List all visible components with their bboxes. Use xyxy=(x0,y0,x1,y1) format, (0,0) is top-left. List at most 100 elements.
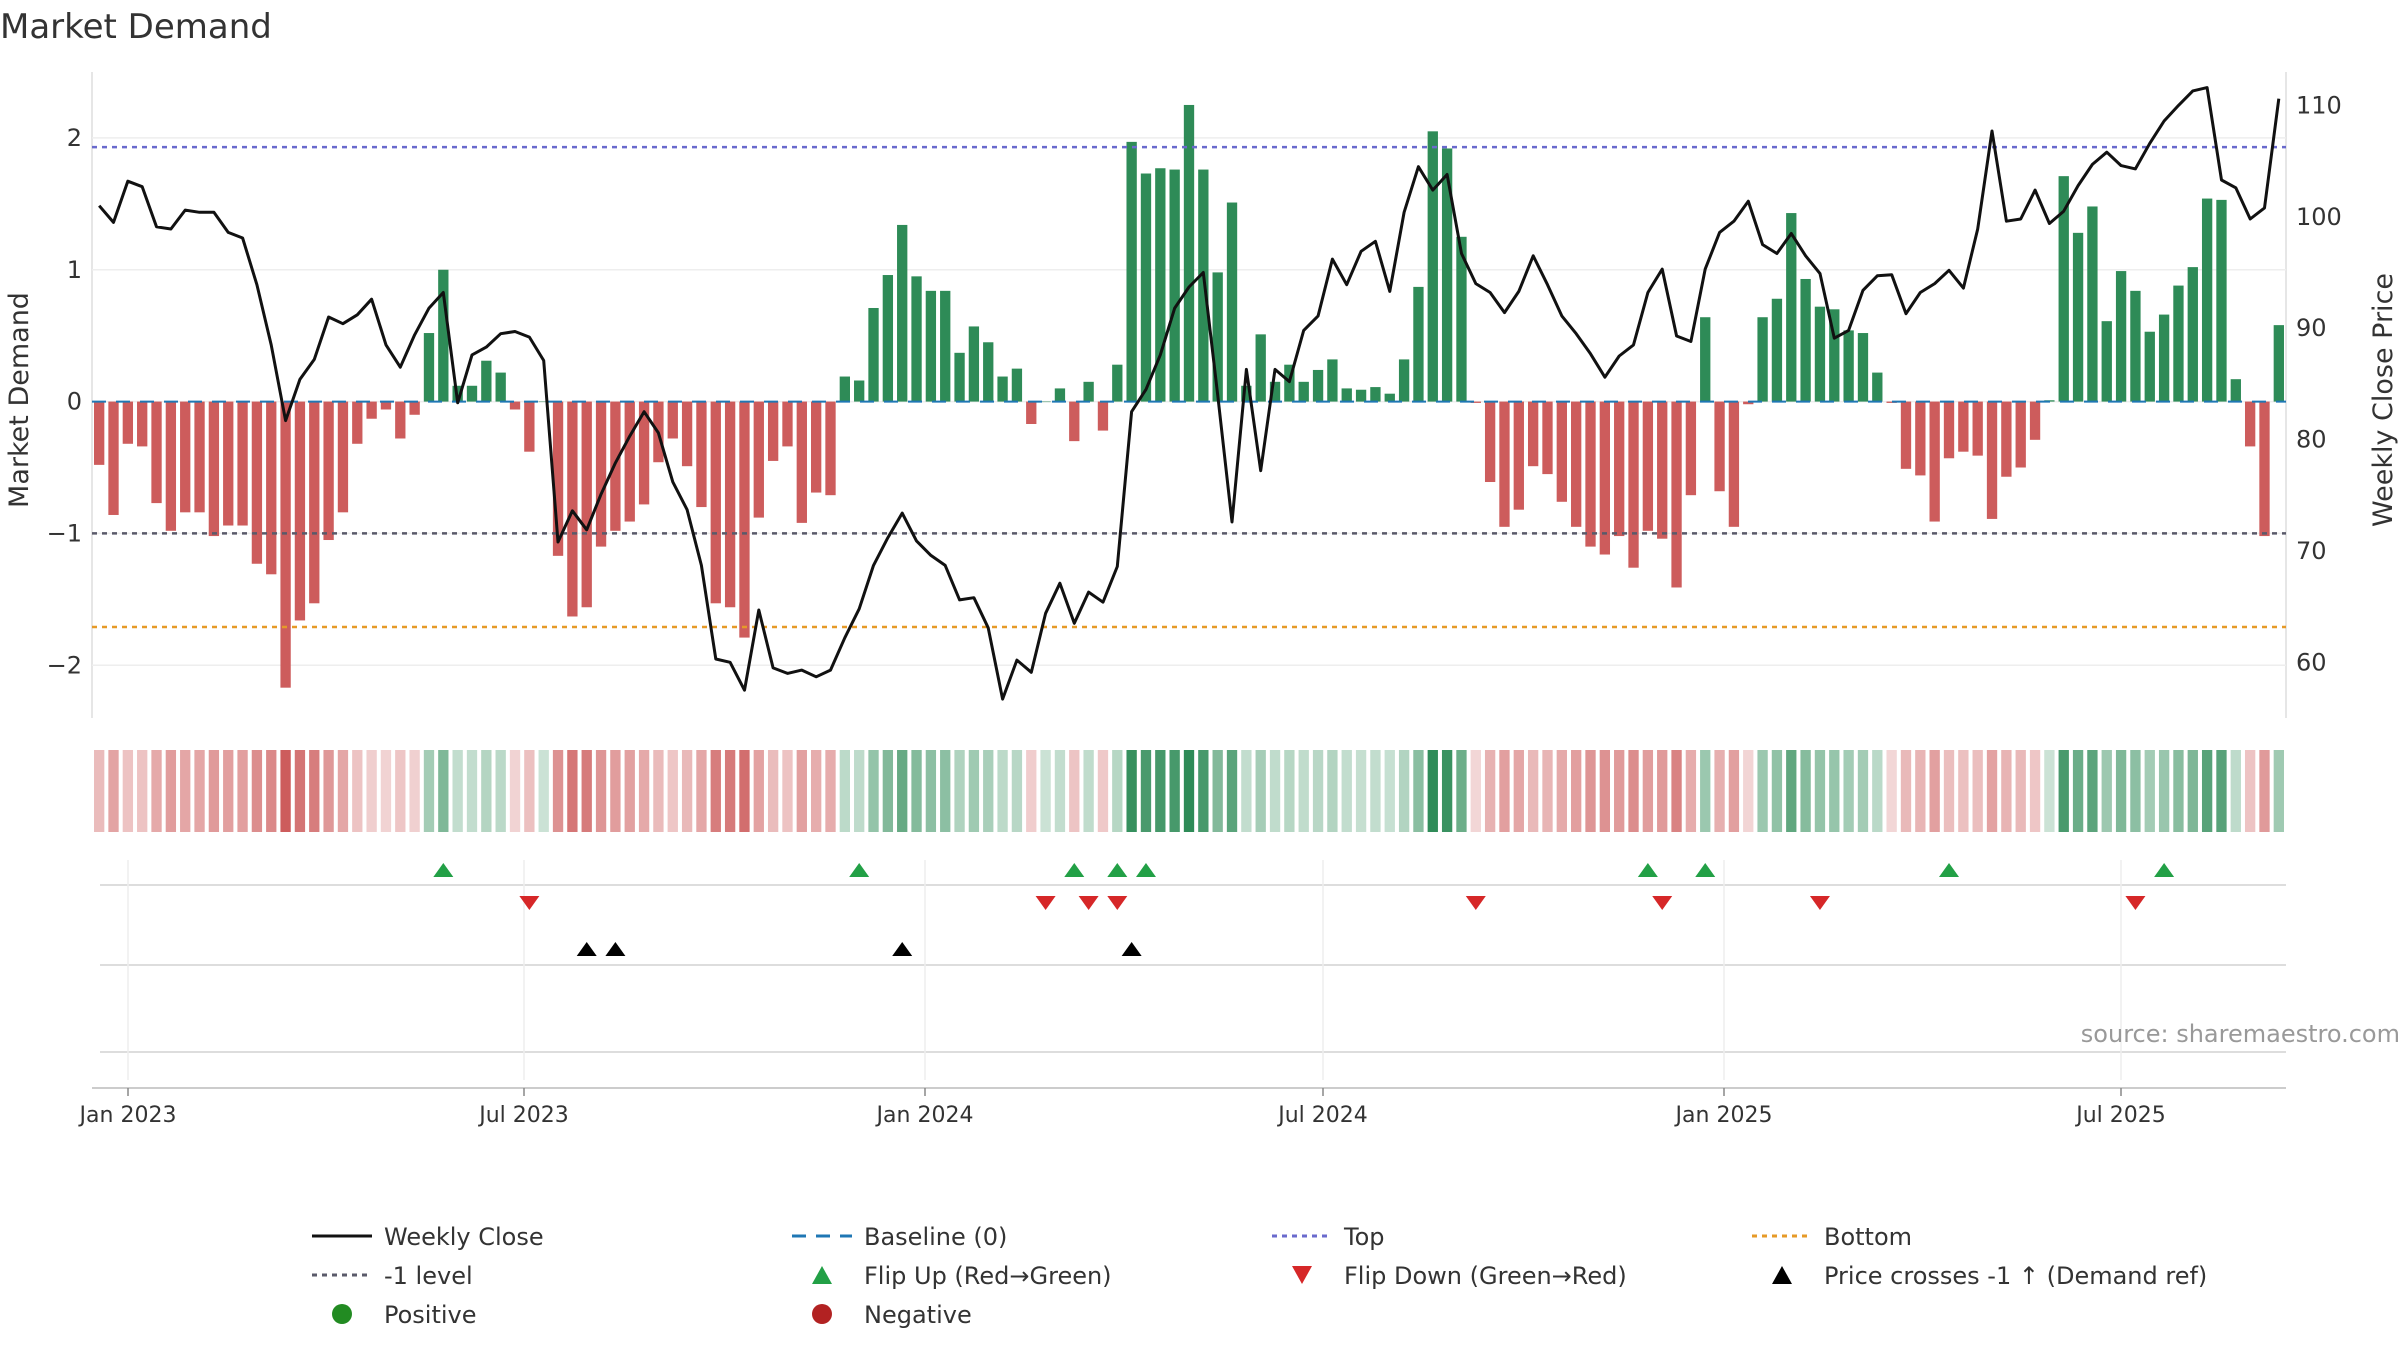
demand-strip-cell xyxy=(180,750,191,832)
demand-bar xyxy=(1069,401,1080,442)
legend-price-cross-icon xyxy=(1772,1266,1792,1284)
demand-bar xyxy=(481,360,492,402)
demand-strip-cell xyxy=(1757,750,1768,832)
demand-strip-cell xyxy=(1513,750,1524,832)
demand-strip-cell xyxy=(1456,750,1467,832)
demand-bar xyxy=(1212,272,1223,402)
demand-strip-cell xyxy=(1814,750,1826,832)
right-tick-label: 100 xyxy=(2296,203,2342,231)
flip-up-marker xyxy=(849,863,870,877)
demand-strip-cell xyxy=(122,750,134,832)
legend-baseline: Baseline (0) xyxy=(864,1223,1007,1251)
demand-bar xyxy=(466,385,478,402)
demand-strip-cell xyxy=(1900,750,1912,832)
demand-bar xyxy=(2015,401,2026,468)
demand-strip-cell xyxy=(710,750,721,832)
demand-strip-cell xyxy=(1771,750,1783,832)
demand-bar xyxy=(1054,388,1066,402)
demand-strip-cell xyxy=(1527,750,1539,832)
demand-strip-cell xyxy=(1198,750,1209,832)
x-tick-label: Jul 2025 xyxy=(2074,1103,2166,1128)
demand-bar xyxy=(380,401,392,410)
legend-flip-up: Flip Up (Red→Green) xyxy=(864,1262,1112,1290)
flip-down-marker xyxy=(1078,896,1099,910)
legend-minus-one: -1 level xyxy=(384,1262,473,1290)
demand-strip-cell xyxy=(1241,750,1252,832)
demand-bar xyxy=(495,372,506,402)
demand-bar xyxy=(1226,202,1238,402)
demand-strip-cell xyxy=(208,750,220,832)
demand-bar xyxy=(2115,271,2127,402)
demand-bar xyxy=(1183,104,1195,402)
demand-bar xyxy=(2201,198,2213,402)
demand-strip-cell xyxy=(438,750,449,832)
demand-strip-cell xyxy=(1743,750,1754,832)
demand-bar xyxy=(1413,286,1424,402)
flip-down-marker xyxy=(1465,896,1486,910)
price-cross-marker xyxy=(1121,942,1142,956)
demand-bar xyxy=(194,401,205,513)
demand-strip-cell xyxy=(1571,750,1582,832)
demand-bar xyxy=(782,401,793,447)
demand-bar xyxy=(854,380,865,402)
demand-strip-cell xyxy=(1585,750,1596,832)
demand-bar xyxy=(868,307,879,402)
demand-strip-cell xyxy=(524,750,535,832)
x-tick-label: Jul 2024 xyxy=(1276,1103,1368,1128)
demand-bar xyxy=(1800,278,1811,402)
demand-bar xyxy=(882,275,894,402)
demand-bar xyxy=(825,401,836,496)
demand-strip-cell xyxy=(724,750,736,832)
demand-bar xyxy=(1441,148,1453,402)
demand-strip-cell xyxy=(251,750,263,832)
demand-strip-cell xyxy=(2087,750,2098,832)
demand-bar xyxy=(925,290,937,402)
demand-bar xyxy=(724,401,736,608)
demand-bar xyxy=(1384,393,1395,402)
demand-bar xyxy=(696,401,707,508)
demand-strip-cell xyxy=(395,750,406,832)
flip-down-marker xyxy=(1035,896,1056,910)
demand-bar xyxy=(1829,309,1840,402)
demand-bar xyxy=(395,401,406,439)
demand-bar xyxy=(208,401,220,537)
demand-bar xyxy=(237,401,248,526)
demand-bar xyxy=(1527,401,1539,467)
flip-up-marker xyxy=(2154,863,2175,877)
flip-down-marker xyxy=(1107,896,1128,910)
demand-strip-cell xyxy=(825,750,836,832)
demand-strip-cell xyxy=(1427,750,1438,832)
demand-bar xyxy=(1814,306,1826,402)
demand-bar xyxy=(2101,321,2112,402)
demand-bar xyxy=(1341,388,1352,402)
demand-strip-cell xyxy=(2001,750,2012,832)
right-tick-label: 60 xyxy=(2296,648,2327,676)
demand-bar xyxy=(1786,213,1797,402)
demand-bar xyxy=(323,401,334,541)
demand-strip-cell xyxy=(2058,750,2069,832)
demand-bar xyxy=(438,269,449,402)
demand-strip-cell xyxy=(1470,750,1481,832)
demand-bar xyxy=(280,401,291,688)
demand-strip-cell xyxy=(1312,750,1324,832)
demand-strip-cell xyxy=(667,750,678,832)
demand-strip-cell xyxy=(1657,750,1668,832)
price-cross-marker xyxy=(605,942,626,956)
demand-bar xyxy=(1513,401,1524,510)
demand-strip-cell xyxy=(1398,750,1410,832)
demand-bar xyxy=(1628,401,1639,568)
demand-strip-cell xyxy=(2015,750,2026,832)
demand-bar xyxy=(1456,236,1467,402)
demand-bar xyxy=(1743,401,1754,405)
legend-flip-up-icon xyxy=(812,1266,832,1284)
demand-strip-cell xyxy=(997,750,1008,832)
demand-bar xyxy=(1642,401,1654,531)
demand-strip-cell xyxy=(280,750,291,832)
demand-bar xyxy=(739,401,750,638)
demand-bar xyxy=(710,401,721,604)
demand-bar xyxy=(1843,330,1854,402)
demand-strip-cell xyxy=(1097,750,1109,832)
legend-flip-down: Flip Down (Green→Red) xyxy=(1344,1262,1627,1290)
demand-bar xyxy=(122,401,134,444)
demand-bar xyxy=(94,401,105,465)
